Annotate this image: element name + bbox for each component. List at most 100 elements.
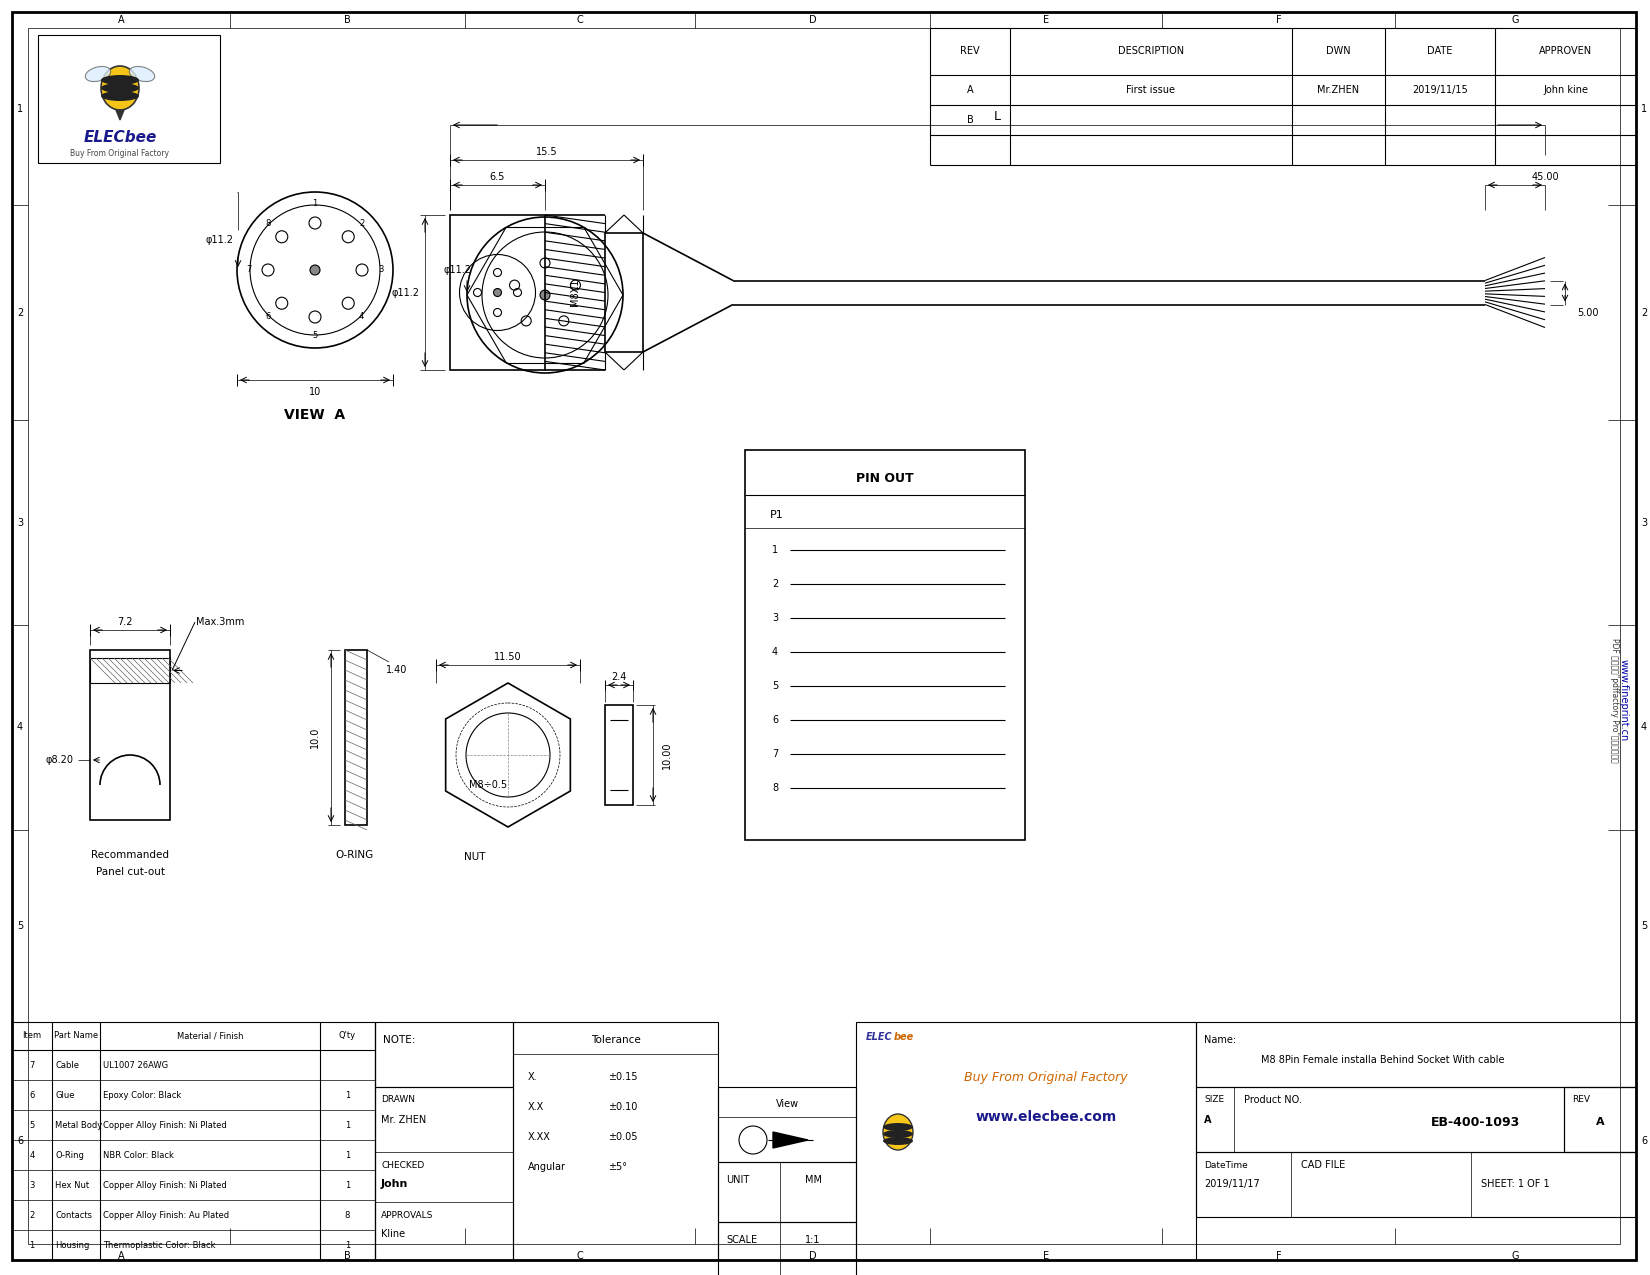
Ellipse shape bbox=[883, 1137, 912, 1145]
Text: MM: MM bbox=[805, 1176, 822, 1184]
Text: Thermoplastic Color: Black: Thermoplastic Color: Black bbox=[102, 1241, 216, 1250]
Circle shape bbox=[540, 289, 549, 300]
Bar bbox=[718, 1162, 856, 1221]
Text: REV: REV bbox=[960, 46, 980, 56]
Bar bbox=[450, 215, 544, 370]
Text: 5: 5 bbox=[772, 681, 779, 691]
Bar bbox=[606, 705, 634, 805]
Text: NUT: NUT bbox=[464, 852, 485, 862]
Text: 3: 3 bbox=[772, 613, 779, 623]
Text: Glue: Glue bbox=[54, 1090, 74, 1099]
Text: Item: Item bbox=[23, 1031, 41, 1040]
Text: G: G bbox=[1511, 15, 1520, 26]
Bar bbox=[375, 1023, 513, 1088]
Text: APPROVALS: APPROVALS bbox=[381, 1210, 434, 1219]
Ellipse shape bbox=[883, 1123, 912, 1131]
Text: 5.00: 5.00 bbox=[1577, 307, 1599, 317]
Text: SHEET: 1 OF 1: SHEET: 1 OF 1 bbox=[1482, 1179, 1549, 1190]
Text: Part Name: Part Name bbox=[54, 1031, 97, 1040]
Text: DATE: DATE bbox=[1427, 46, 1452, 56]
Bar bbox=[345, 650, 366, 825]
Text: ±5°: ±5° bbox=[607, 1162, 627, 1172]
Text: 2019/11/15: 2019/11/15 bbox=[1412, 85, 1468, 96]
Text: Epoxy Color: Black: Epoxy Color: Black bbox=[102, 1090, 182, 1099]
Text: 1: 1 bbox=[16, 103, 23, 113]
Text: 7: 7 bbox=[30, 1061, 35, 1070]
Text: 3: 3 bbox=[1642, 518, 1647, 528]
Text: M8 8Pin Female installa Behind Socket With cable: M8 8Pin Female installa Behind Socket Wi… bbox=[1261, 1054, 1505, 1065]
Text: Q'ty: Q'ty bbox=[338, 1031, 356, 1040]
Polygon shape bbox=[644, 233, 733, 352]
Text: D: D bbox=[808, 1251, 817, 1261]
Text: L: L bbox=[993, 111, 1002, 124]
Text: Contacts: Contacts bbox=[54, 1210, 92, 1219]
Ellipse shape bbox=[129, 66, 155, 82]
Text: 5: 5 bbox=[30, 1121, 35, 1130]
Text: E: E bbox=[1043, 1251, 1049, 1261]
Text: 6: 6 bbox=[30, 1090, 35, 1099]
Text: Buy From Original Factory: Buy From Original Factory bbox=[964, 1071, 1129, 1084]
Text: 3: 3 bbox=[378, 265, 384, 274]
Text: 45.00: 45.00 bbox=[1531, 172, 1559, 182]
Text: 2: 2 bbox=[360, 219, 365, 228]
Text: Panel cut-out: Panel cut-out bbox=[96, 867, 165, 877]
Text: 1: 1 bbox=[345, 1150, 350, 1159]
Text: 4: 4 bbox=[360, 312, 365, 321]
Text: Material / Finish: Material / Finish bbox=[177, 1031, 243, 1040]
Text: ±0.15: ±0.15 bbox=[607, 1072, 637, 1082]
Text: DESCRIPTION: DESCRIPTION bbox=[1119, 46, 1185, 56]
Text: 1: 1 bbox=[1642, 103, 1647, 113]
Bar bbox=[1564, 1088, 1637, 1153]
Text: ±0.05: ±0.05 bbox=[607, 1132, 637, 1142]
Text: Copper Alloy Finish: Au Plated: Copper Alloy Finish: Au Plated bbox=[102, 1210, 229, 1219]
Text: 2: 2 bbox=[772, 579, 779, 589]
Text: A: A bbox=[117, 15, 124, 26]
Text: P1: P1 bbox=[771, 510, 784, 520]
Text: 2019/11/17: 2019/11/17 bbox=[1204, 1179, 1259, 1190]
Text: Metal Body: Metal Body bbox=[54, 1121, 102, 1130]
Text: O-RING: O-RING bbox=[337, 850, 375, 861]
Text: Hex Nut: Hex Nut bbox=[54, 1181, 89, 1190]
Text: Name:: Name: bbox=[1204, 1035, 1236, 1046]
Text: 8: 8 bbox=[772, 783, 779, 793]
Text: 1:1: 1:1 bbox=[805, 1235, 820, 1244]
Text: C: C bbox=[576, 15, 584, 26]
Text: B: B bbox=[345, 1251, 351, 1261]
Text: ELEC: ELEC bbox=[866, 1031, 893, 1042]
Text: F: F bbox=[1275, 1251, 1282, 1261]
Bar bbox=[91, 658, 170, 683]
Text: 5: 5 bbox=[312, 332, 317, 340]
Ellipse shape bbox=[101, 83, 139, 93]
Text: 4: 4 bbox=[30, 1150, 35, 1159]
Circle shape bbox=[310, 265, 320, 275]
Text: Recommanded: Recommanded bbox=[91, 850, 168, 861]
Text: 1: 1 bbox=[30, 1241, 35, 1250]
Text: 8: 8 bbox=[345, 1210, 350, 1219]
Text: bee: bee bbox=[894, 1031, 914, 1042]
Text: UL1007 26AWG: UL1007 26AWG bbox=[102, 1061, 168, 1070]
Text: 1.40: 1.40 bbox=[386, 666, 408, 674]
Text: 10.00: 10.00 bbox=[662, 741, 672, 769]
Text: 10: 10 bbox=[309, 388, 322, 397]
Text: 2: 2 bbox=[16, 307, 23, 317]
Text: DRAWN: DRAWN bbox=[381, 1095, 416, 1104]
Text: APPROVEN: APPROVEN bbox=[1539, 46, 1592, 56]
Text: A: A bbox=[967, 85, 974, 96]
Text: Tolerance: Tolerance bbox=[591, 1035, 640, 1046]
Polygon shape bbox=[606, 705, 634, 720]
Text: 6: 6 bbox=[266, 312, 271, 321]
Text: Product NO.: Product NO. bbox=[1244, 1095, 1302, 1105]
Text: 1: 1 bbox=[345, 1241, 350, 1250]
Text: 4: 4 bbox=[16, 723, 23, 733]
Bar bbox=[718, 1088, 856, 1162]
Ellipse shape bbox=[101, 75, 139, 85]
Polygon shape bbox=[116, 110, 124, 120]
Text: www.elecbee.com: www.elecbee.com bbox=[975, 1111, 1117, 1125]
Text: 5: 5 bbox=[1640, 921, 1647, 931]
Text: A: A bbox=[1596, 1117, 1604, 1127]
Text: Kline: Kline bbox=[381, 1229, 406, 1239]
Text: EB-400-1093: EB-400-1093 bbox=[1432, 1116, 1521, 1128]
Text: O-Ring: O-Ring bbox=[54, 1150, 84, 1159]
Text: A: A bbox=[117, 1251, 124, 1261]
Text: PDF 文件使用"pdffactory Pro"试用版本创建: PDF 文件使用"pdffactory Pro"试用版本创建 bbox=[1609, 638, 1619, 762]
